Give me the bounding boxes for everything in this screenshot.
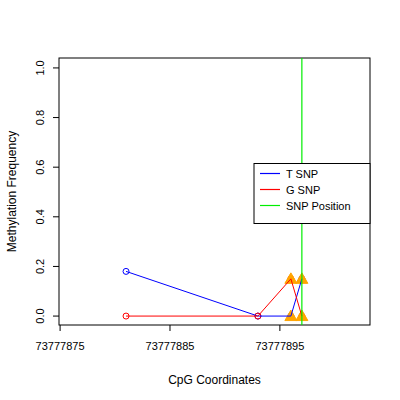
series-line [126, 279, 302, 316]
y-tick [53, 117, 59, 118]
x-tick-label: 73777895 [255, 340, 304, 352]
chart: 0.0 0.2 0.4 0.6 0.8 1.0 73777875 73777885 737778… [0, 0, 400, 400]
y-tick-label: 0.2 [34, 259, 46, 274]
legend-swatch [260, 189, 280, 190]
legend-swatch [260, 205, 280, 206]
y-tick [53, 266, 59, 267]
y-tick-label: 0.0 [34, 308, 46, 323]
y-tick [53, 67, 59, 68]
plot-frame [59, 58, 370, 325]
y-tick [53, 316, 59, 317]
y-tick [53, 216, 59, 217]
x-tick [169, 325, 170, 331]
x-tick-label: 73777875 [36, 340, 85, 352]
legend-swatch [260, 173, 280, 174]
plot-area [123, 268, 308, 320]
y-tick-label: 0.6 [34, 160, 46, 175]
legend-label: SNP Position [286, 200, 351, 212]
series-line [126, 271, 302, 316]
x-tick-label: 73777885 [146, 340, 195, 352]
legend-label: T SNP [286, 168, 318, 180]
x-axis-title: CpG Coordinates [168, 373, 261, 387]
y-axis-title: Methylation Frequency [5, 131, 19, 252]
y-tick-label: 0.8 [34, 110, 46, 125]
y-tick-label: 1.0 [34, 60, 46, 75]
x-tick [60, 325, 61, 331]
y-tick-label: 0.4 [34, 209, 46, 224]
legend-box [254, 164, 370, 224]
x-tick [279, 325, 280, 331]
y-tick [53, 167, 59, 168]
legend-label: G SNP [286, 184, 320, 196]
